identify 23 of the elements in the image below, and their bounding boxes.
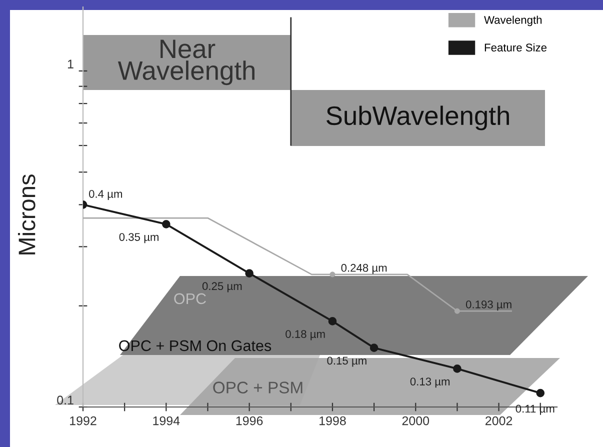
data-label: 0.15 µm	[327, 356, 366, 367]
data-label: 0.25 µm	[202, 282, 242, 292]
y-tick-label: 0.1	[57, 396, 74, 405]
data-label: 0.35 µm	[119, 233, 158, 244]
annotation: SubWavelength	[326, 106, 509, 130]
legend-label: Wavelength	[484, 16, 542, 26]
y-axis-title: Microns	[18, 174, 36, 254]
annotation: OPC	[174, 293, 206, 304]
annotation: OPC + PSM	[213, 382, 302, 394]
annotation: Near Wavelength	[118, 40, 254, 86]
data-label: 0.248 µm	[341, 264, 387, 274]
data-label: 0.193 µm	[466, 300, 512, 311]
y-tick-label: 1	[68, 60, 74, 68]
x-tick-label: 1998	[320, 416, 346, 426]
data-label: 0.13 µm	[410, 378, 450, 388]
data-label: 0.18 µm	[286, 330, 325, 340]
data-label: 0.4 µm	[88, 190, 122, 200]
x-tick-label: 1996	[236, 416, 263, 426]
legend-label: Feature Size	[484, 43, 547, 52]
x-tick-label: 2000	[402, 416, 430, 426]
x-tick-label: 2002	[486, 416, 512, 426]
x-tick-label: 1992	[70, 416, 96, 426]
x-tick-label: 1994	[153, 416, 180, 426]
